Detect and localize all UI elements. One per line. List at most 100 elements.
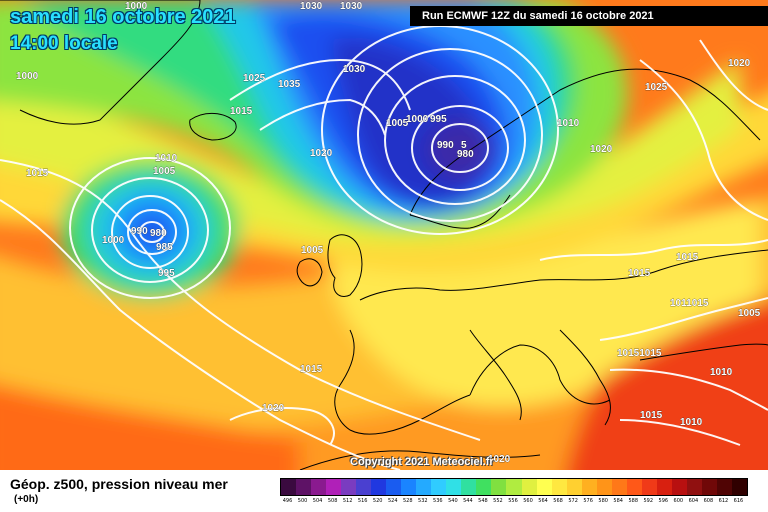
color-swatch (551, 479, 567, 495)
color-swatch (671, 479, 687, 495)
color-scale-tick: 548 (478, 498, 488, 504)
color-scale-tick: 544 (463, 498, 473, 504)
isobar-label: 980 (457, 149, 474, 160)
isobar-label: 1000 (16, 71, 39, 82)
isobar-label: 1010 (680, 417, 703, 428)
color-swatch (326, 479, 342, 495)
color-scale-tick: 524 (387, 498, 398, 504)
color-scale-tick: 580 (598, 498, 608, 504)
isobar-label: 1015 (640, 410, 663, 421)
color-swatch (536, 479, 552, 495)
color-swatch (341, 479, 357, 495)
color-swatch (611, 479, 627, 495)
isobar-label: 1030 (340, 1, 363, 12)
color-scale-tick: 568 (553, 498, 563, 504)
color-scale-tick: 588 (628, 498, 638, 504)
color-scale-tick: 496 (282, 498, 293, 504)
legend-footer: Géop. z500, pression niveau mer (+0h) 49… (0, 470, 768, 512)
run-info: Run ECMWF 12Z du samedi 16 octobre 2021 (410, 6, 768, 26)
color-scale-tick: 552 (493, 498, 503, 504)
copyright-notice: Copyright 2021 Meteociel.fr (350, 456, 494, 468)
color-swatch (596, 479, 612, 495)
color-scale-tick: 592 (643, 498, 654, 504)
color-scale-tick: 520 (372, 498, 383, 504)
isobar-label: 1000 (125, 1, 148, 12)
color-scale-tick: 528 (402, 498, 413, 504)
color-swatch (581, 479, 597, 495)
color-scale-tick: 608 (703, 498, 714, 504)
color-scale-tick: 536 (433, 498, 443, 504)
isobar-label: 1010 (710, 367, 733, 378)
isobar-label: 1015 (300, 364, 323, 375)
isobar-lines (0, 25, 768, 470)
color-scale-tick: 532 (418, 498, 428, 504)
isobar-label: 1000 (102, 235, 125, 246)
color-swatch (566, 479, 582, 495)
isobar-label: 1025 (645, 82, 668, 93)
isobar-label: 1011015 (670, 298, 709, 309)
color-scale-tick: 600 (673, 498, 684, 504)
color-scale-tick: 576 (583, 498, 593, 504)
color-scale-tick: 504 (312, 498, 323, 504)
color-scale-tick: 508 (327, 498, 338, 504)
color-swatch (701, 479, 717, 495)
color-scale-tick: 604 (688, 498, 699, 504)
isobar-label: 1005 (301, 245, 324, 256)
isobar-label: 990 (131, 226, 148, 237)
isobar-label: 1025 (243, 73, 266, 84)
isobar-label: 985 (156, 242, 173, 253)
color-scale-tick: 616 (733, 498, 744, 504)
isobar-label: 1010 (557, 118, 580, 129)
color-swatch (281, 479, 297, 495)
coastlines (0, 0, 768, 470)
color-scale-tick: 512 (342, 498, 353, 504)
color-swatch (401, 479, 417, 495)
color-swatch (461, 479, 477, 495)
color-swatch (491, 479, 507, 495)
color-scale-labels: 496 500 504 508 512 516 520 524 528 532 536 540 544 5… (280, 498, 746, 508)
color-swatch (431, 479, 447, 495)
isobar-label: 1030 (300, 1, 323, 12)
color-swatch (476, 479, 492, 495)
color-scale-tick: 612 (718, 498, 729, 504)
color-swatch (446, 479, 462, 495)
color-swatch (416, 479, 432, 495)
isobar-label: 1015 (628, 268, 651, 279)
color-scale-tick: 540 (448, 498, 458, 504)
color-swatch (641, 479, 657, 495)
legend-subtitle: (+0h) (14, 494, 39, 505)
forecast-time: 14:00 locale (10, 33, 118, 54)
isobar-label: 1030 (343, 64, 366, 75)
forecast-date: samedi 16 octobre 2021 (10, 6, 236, 28)
isobar-label: 1020 (728, 58, 751, 69)
isobar-label: 1035 (278, 79, 301, 90)
isobar-label: 1005 (386, 118, 409, 129)
isobar-label: 1005 (153, 166, 176, 177)
isobar-label: 1010 (155, 153, 178, 164)
color-swatch (626, 479, 642, 495)
color-scale-tick: 564 (538, 498, 548, 504)
color-swatch (311, 479, 327, 495)
isobar-label: 1020 (590, 144, 613, 155)
isobar-label: 1015 (230, 106, 253, 117)
color-swatch (656, 479, 672, 495)
color-swatch (686, 479, 702, 495)
color-scale-bar (280, 478, 748, 496)
color-swatch (521, 479, 537, 495)
isobar-label: 1020 (262, 403, 285, 414)
color-swatch (716, 479, 732, 495)
isobar-label: 1000 (406, 114, 429, 125)
legend-title: Géop. z500, pression niveau mer (10, 476, 228, 492)
isobar-label: 1020 (310, 148, 333, 159)
isobar-label: 1015 (26, 168, 49, 179)
isobar-label: 1020 (488, 454, 511, 465)
color-swatch (371, 479, 387, 495)
color-scale-tick: 556 (508, 498, 518, 504)
isobar-label: 980 (150, 228, 167, 239)
color-swatch (356, 479, 372, 495)
isobar-label: 10151015 (617, 348, 662, 359)
color-swatch (386, 479, 402, 495)
color-swatch (731, 479, 747, 495)
